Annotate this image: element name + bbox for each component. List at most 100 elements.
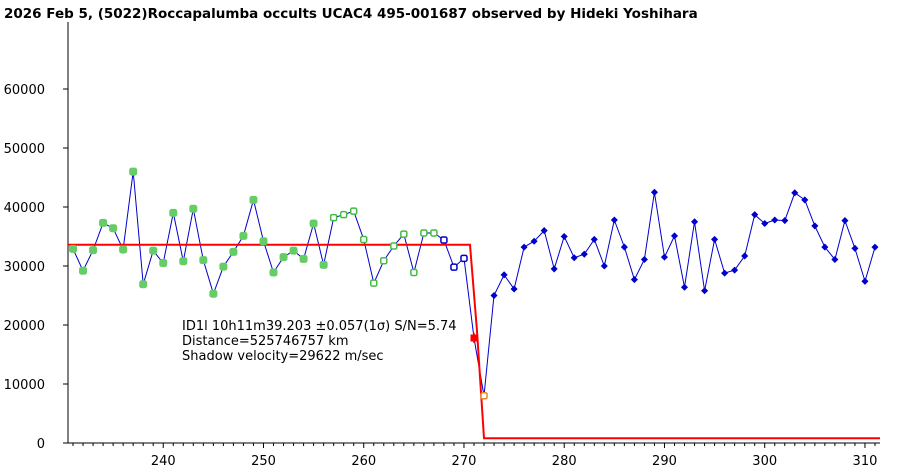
y-tick-label: 40000 xyxy=(4,201,45,216)
annotation-velocity: Shadow velocity=29622 m/sec xyxy=(182,349,384,364)
y-tick-label: 0 xyxy=(37,437,45,452)
data-point xyxy=(249,195,258,204)
data-point xyxy=(99,218,108,227)
x-tick-label: 270 xyxy=(452,454,477,469)
y-tick-label: 20000 xyxy=(4,319,45,334)
data-point xyxy=(570,254,578,262)
data-point xyxy=(380,256,388,265)
annotation-distance: Distance=525746757 km xyxy=(182,334,349,349)
annotation-block: ID1l 10h11m39.203 ±0.057(1σ) S/N=5.74 Di… xyxy=(182,319,457,364)
data-point xyxy=(119,245,128,254)
data-point xyxy=(319,260,328,269)
data-point xyxy=(721,269,729,277)
y-tick-label: 30000 xyxy=(4,260,45,275)
data-point xyxy=(410,268,418,277)
data-point xyxy=(761,219,769,228)
x-tick-label: 250 xyxy=(251,454,276,469)
data-point xyxy=(851,244,859,252)
model-line xyxy=(68,243,880,440)
data-point xyxy=(329,213,338,222)
data-point xyxy=(370,279,378,287)
data-point xyxy=(209,289,218,298)
data-point xyxy=(620,243,628,251)
data-point xyxy=(430,229,438,237)
data-point xyxy=(791,189,799,197)
x-tick-label: 310 xyxy=(853,454,878,469)
data-point xyxy=(520,243,528,251)
data-point xyxy=(600,262,608,270)
data-point xyxy=(781,217,789,225)
data-point xyxy=(871,243,879,251)
data-point xyxy=(660,253,668,261)
x-tick-label: 260 xyxy=(351,454,376,469)
data-point xyxy=(400,230,408,238)
data-point xyxy=(630,276,638,284)
data-point xyxy=(89,246,98,255)
data-point xyxy=(731,266,739,274)
data-point xyxy=(420,229,428,237)
data-point xyxy=(680,283,689,291)
data-point xyxy=(470,334,478,342)
data-point xyxy=(390,242,398,250)
data-point xyxy=(450,263,458,271)
data-point xyxy=(69,244,78,253)
data-point xyxy=(299,254,308,263)
data-point xyxy=(580,250,588,258)
annotation-time: ID1l 10h11m39.203 ±0.057(1σ) S/N=5.74 xyxy=(182,319,457,334)
data-point xyxy=(189,204,198,213)
data-point xyxy=(309,219,318,228)
data-point xyxy=(550,265,558,273)
x-tick-label: 300 xyxy=(752,454,777,469)
data-point xyxy=(711,235,719,243)
data-point xyxy=(239,231,248,240)
data-point xyxy=(741,252,749,260)
data-point xyxy=(129,167,138,176)
data-point xyxy=(279,253,288,262)
data-point xyxy=(269,268,278,277)
data-point xyxy=(650,188,659,196)
x-tick-label: 280 xyxy=(552,454,577,469)
x-axis-ticks: 240 250 260 270 280 290 300 310 xyxy=(72,443,878,469)
data-point xyxy=(751,211,759,219)
data-point xyxy=(701,287,709,295)
x-tick-label: 290 xyxy=(652,454,677,469)
data-point xyxy=(349,207,358,215)
data-point xyxy=(109,224,118,233)
y-tick-label: 50000 xyxy=(4,142,45,157)
data-point xyxy=(811,222,819,230)
x-tick-label: 240 xyxy=(151,454,176,469)
data-point xyxy=(610,216,618,224)
data-point xyxy=(500,271,508,279)
data-point xyxy=(289,246,298,255)
data-point xyxy=(229,247,238,256)
data-point xyxy=(169,208,178,217)
y-axis-ticks: 0 10000 20000 30000 40000 50000 60000 xyxy=(4,83,68,452)
data-point xyxy=(670,232,679,240)
data-point xyxy=(159,259,168,268)
data-point xyxy=(480,392,488,400)
data-point xyxy=(510,285,518,293)
data-point xyxy=(801,196,809,204)
data-point xyxy=(179,257,188,266)
data-point xyxy=(821,243,829,251)
data-point xyxy=(590,235,598,243)
data-point xyxy=(640,255,648,264)
data-point xyxy=(359,235,368,244)
y-tick-label: 10000 xyxy=(4,378,45,393)
data-point xyxy=(440,236,448,244)
data-point xyxy=(259,237,268,246)
data-point xyxy=(530,237,538,245)
y-tick-label: 60000 xyxy=(4,83,45,98)
model-curve xyxy=(68,243,880,440)
data-point xyxy=(149,246,158,255)
data-point xyxy=(460,254,468,263)
data-point xyxy=(79,266,88,275)
data-point xyxy=(490,291,498,300)
data-point xyxy=(199,256,208,265)
data-point xyxy=(691,218,699,226)
chart-title: 2026 Feb 5, (5022)Roccapalumba occults U… xyxy=(4,6,698,22)
data-point xyxy=(339,210,348,219)
data-point xyxy=(841,217,849,225)
data-point xyxy=(219,262,228,271)
